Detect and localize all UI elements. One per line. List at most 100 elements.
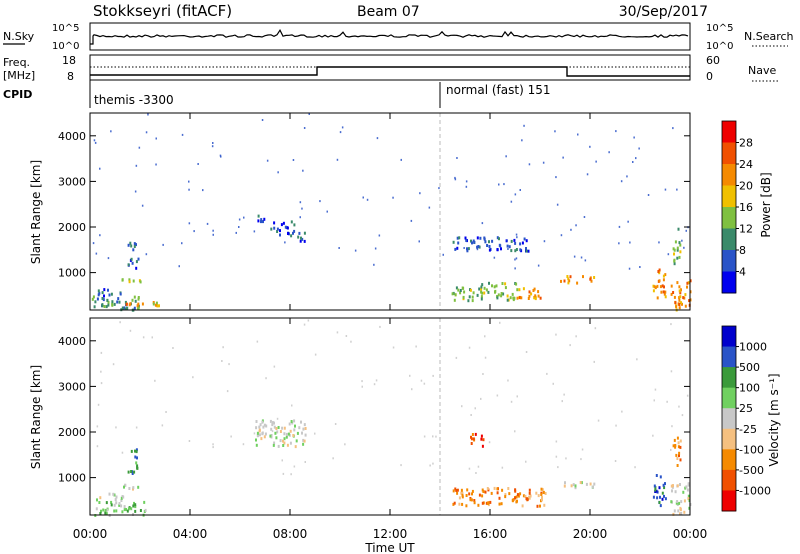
- heatmap-cell: [123, 505, 126, 509]
- heatmap-cell: [276, 417, 279, 420]
- heatmap-cell: [151, 336, 153, 339]
- heatmap-cell: [113, 493, 116, 497]
- heatmap-cell: [99, 512, 102, 515]
- heatmap-cell: [518, 288, 521, 292]
- heatmap-cell: [107, 300, 110, 304]
- freq-line: [90, 66, 690, 77]
- heatmap-cell: [555, 440, 558, 443]
- heatmap-cell: [435, 435, 437, 438]
- heatmap-cell: [270, 435, 273, 439]
- heatmap-cell: [524, 494, 527, 498]
- heatmap-cell: [493, 285, 496, 289]
- heatmap-cell: [459, 289, 462, 292]
- heatmap-cell: [94, 141, 97, 144]
- heatmap-cell: [671, 489, 673, 493]
- heatmap-cell: [673, 295, 676, 299]
- heatmap-cell: [457, 241, 460, 245]
- heatmap-cell: [666, 400, 668, 403]
- colorbar-tick-label: 12: [739, 223, 753, 236]
- heatmap-cell: [528, 290, 531, 294]
- heatmap-cell: [374, 247, 377, 250]
- heatmap-cell: [284, 225, 287, 229]
- heatmap-cell: [113, 503, 116, 507]
- y-tick-label: 2000: [58, 221, 86, 234]
- heatmap-cell: [490, 491, 493, 495]
- heatmap-cell: [452, 291, 455, 295]
- heatmap-cell: [481, 291, 484, 295]
- velocity-panel: 1000 2000 3000 4000 Slant Range [km] 1000 50…: [29, 317, 781, 517]
- heatmap-cell: [580, 481, 583, 485]
- heatmap-cell: [680, 301, 682, 305]
- cpid-label: CPID: [3, 88, 32, 101]
- heatmap-cell: [270, 227, 273, 231]
- heatmap-cell: [562, 156, 564, 159]
- heatmap-cell: [282, 472, 285, 475]
- heatmap-cell: [502, 292, 505, 296]
- heatmap-cell: [273, 226, 276, 230]
- heatmap-cell: [527, 297, 530, 300]
- heatmap-cell: [133, 242, 136, 246]
- heatmap-cell: [144, 508, 147, 512]
- heatmap-cell: [493, 486, 496, 490]
- heatmap-cell: [110, 503, 113, 507]
- heatmap-cell: [633, 136, 635, 139]
- heatmap-cell: [608, 151, 610, 154]
- heatmap-cell: [540, 487, 543, 491]
- heatmap-cell: [574, 484, 577, 488]
- power-y-ticks: 1000 2000 3000 4000: [58, 130, 690, 280]
- heatmap-cell: [118, 300, 121, 304]
- heatmap-cell: [629, 241, 631, 244]
- heatmap-cell: [221, 360, 223, 362]
- heatmap-cell: [133, 501, 135, 505]
- heatmap-cell: [501, 466, 504, 469]
- heatmap-cell: [282, 221, 285, 225]
- heatmap-cell: [461, 491, 464, 495]
- heatmap-cell: [428, 206, 431, 209]
- heatmap-cell: [392, 196, 394, 199]
- heatmap-cell: [679, 439, 682, 443]
- heatmap-cell: [471, 489, 474, 493]
- heatmap-cell: [458, 502, 461, 506]
- heatmap-cell: [560, 279, 562, 283]
- heatmap-cell: [586, 173, 589, 176]
- heatmap-cell: [279, 233, 281, 237]
- heatmap-cell: [461, 495, 464, 499]
- heatmap-cell: [125, 302, 128, 306]
- heatmap-cell: [503, 183, 505, 186]
- heatmap-cell: [537, 294, 540, 298]
- heatmap-cell: [95, 252, 98, 255]
- heatmap-cell: [135, 426, 138, 429]
- heatmap-cell: [123, 485, 125, 489]
- heatmap-cell: [107, 257, 110, 260]
- heatmap-cell: [680, 500, 683, 504]
- heatmap-cell: [563, 393, 565, 396]
- colorbar-tick-label: -25: [739, 423, 757, 436]
- heatmap-cell: [121, 510, 124, 514]
- heatmap-cell: [516, 296, 519, 300]
- heatmap-cell: [674, 490, 677, 494]
- colorbar-segment: [722, 346, 736, 368]
- heatmap-cell: [672, 444, 675, 448]
- x-tick-label: 16:00: [473, 527, 508, 541]
- heatmap-cell: [673, 252, 675, 256]
- heatmap-cell: [108, 492, 111, 496]
- heatmap-cell: [655, 489, 658, 493]
- heatmap-cell: [685, 485, 688, 489]
- heatmap-cell: [470, 435, 472, 439]
- heatmap-cell: [482, 438, 485, 442]
- heatmap-cell: [516, 236, 518, 239]
- heatmap-cell: [454, 176, 456, 179]
- heatmap-cell: [277, 444, 280, 448]
- heatmap-cell: [298, 426, 301, 430]
- heatmap-cell: [197, 163, 199, 165]
- heatmap-cell: [271, 430, 274, 433]
- heatmap-cell: [507, 487, 510, 490]
- heatmap-cell: [660, 290, 663, 294]
- heatmap-cell: [165, 411, 167, 413]
- heatmap-cell: [654, 388, 657, 391]
- heatmap-cell: [96, 498, 98, 502]
- y-tick-label: 2000: [58, 426, 86, 439]
- heatmap-cell: [299, 201, 302, 204]
- beam-label: Beam 07: [357, 4, 420, 20]
- heatmap-cell: [259, 423, 262, 427]
